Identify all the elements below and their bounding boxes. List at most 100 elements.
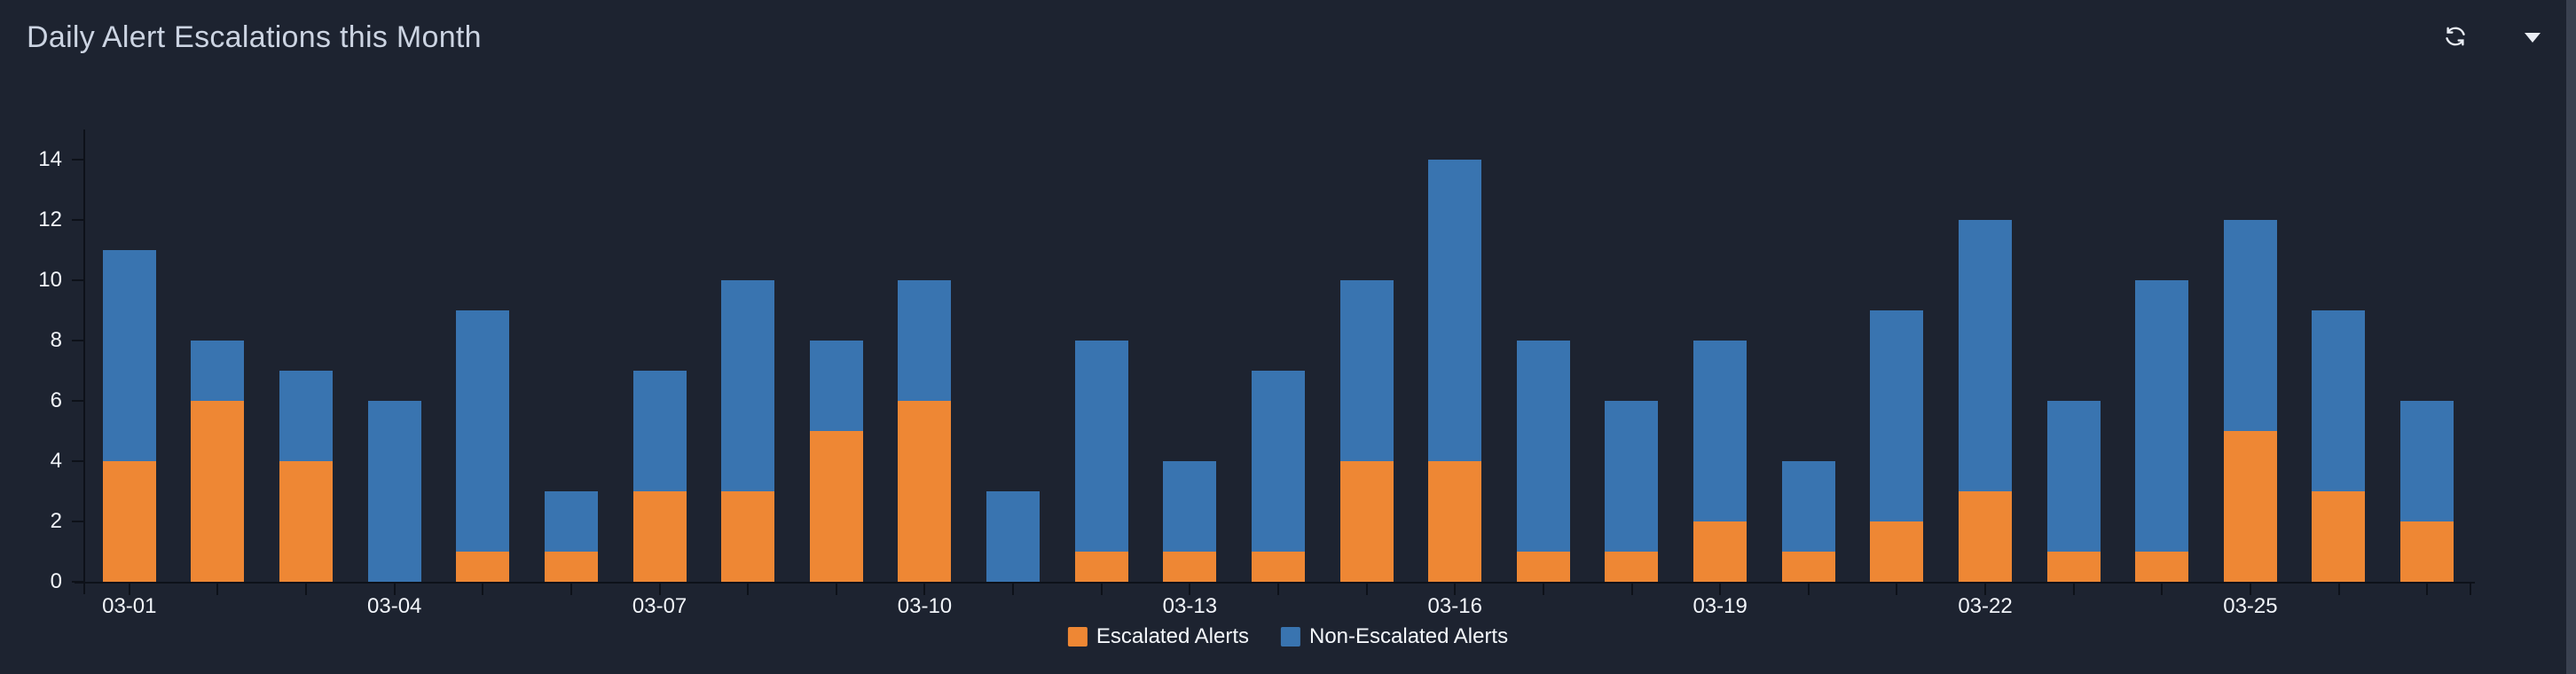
bar-segment-escalated-alerts[interactable] (1781, 552, 1835, 582)
bar-segment-escalated-alerts[interactable] (456, 552, 510, 582)
refresh-button[interactable] (2441, 23, 2470, 51)
bar-segment-non-escalated-alerts[interactable] (721, 280, 775, 491)
bar-segment-escalated-alerts[interactable] (1693, 521, 1747, 582)
stacked-bar-03-10[interactable] (898, 280, 952, 582)
bar-segment-non-escalated-alerts[interactable] (367, 401, 421, 582)
y-axis-tick (72, 340, 83, 341)
bar-segment-escalated-alerts[interactable] (2312, 491, 2366, 582)
bar-slot-03-18 (1588, 129, 1677, 582)
y-axis-tick (72, 460, 83, 462)
bar-segment-escalated-alerts[interactable] (2223, 431, 2277, 582)
bar-segment-non-escalated-alerts[interactable] (544, 491, 598, 552)
bar-segment-escalated-alerts[interactable] (1074, 552, 1128, 582)
y-axis-label: 4 (50, 449, 62, 473)
bar-segment-escalated-alerts[interactable] (2046, 552, 2101, 582)
bar-segment-non-escalated-alerts[interactable] (191, 341, 245, 401)
stacked-bar-03-23[interactable] (2046, 401, 2101, 582)
stacked-bar-03-24[interactable] (2135, 280, 2189, 582)
bar-segment-escalated-alerts[interactable] (1605, 552, 1659, 582)
bar-segment-escalated-alerts[interactable] (544, 552, 598, 582)
stacked-bar-03-02[interactable] (191, 341, 245, 582)
bar-segment-non-escalated-alerts[interactable] (102, 250, 156, 461)
bar-segment-non-escalated-alerts[interactable] (1605, 401, 1659, 552)
scrollbar[interactable] (2566, 0, 2576, 674)
stacked-bar-03-01[interactable] (102, 250, 156, 582)
bar-segment-non-escalated-alerts[interactable] (1693, 341, 1747, 521)
stacked-bar-03-21[interactable] (1870, 310, 1924, 582)
stacked-bar-03-22[interactable] (1958, 220, 2012, 582)
x-axis-tick (216, 584, 219, 595)
bar-segment-escalated-alerts[interactable] (102, 461, 156, 582)
bar-segment-non-escalated-alerts[interactable] (809, 341, 863, 431)
stacked-bar-03-03[interactable] (279, 371, 334, 582)
legend-item-non-escalated-alerts[interactable]: Non-Escalated Alerts (1280, 624, 1508, 649)
bar-segment-non-escalated-alerts[interactable] (2046, 401, 2101, 552)
bar-segment-non-escalated-alerts[interactable] (2135, 280, 2189, 552)
bar-segment-non-escalated-alerts[interactable] (1074, 341, 1128, 552)
bar-segment-escalated-alerts[interactable] (898, 401, 952, 582)
bar-segment-escalated-alerts[interactable] (721, 491, 775, 582)
bar-segment-non-escalated-alerts[interactable] (1958, 220, 2012, 491)
stacked-bar-03-07[interactable] (632, 371, 687, 582)
stacked-bar-03-14[interactable] (1251, 371, 1305, 582)
stacked-bar-03-12[interactable] (1074, 341, 1128, 582)
bar-segment-escalated-alerts[interactable] (1163, 552, 1217, 582)
refresh-icon (2442, 23, 2469, 52)
stacked-bar-03-18[interactable] (1605, 401, 1659, 582)
bar-segment-non-escalated-alerts[interactable] (2312, 310, 2366, 491)
x-axis-tick (2249, 584, 2251, 595)
stacked-bar-03-04[interactable] (367, 401, 421, 582)
bar-segment-non-escalated-alerts[interactable] (1339, 280, 1394, 461)
stacked-bar-03-27[interactable] (2400, 401, 2454, 582)
stacked-bar-03-08[interactable] (721, 280, 775, 582)
bar-segment-escalated-alerts[interactable] (1516, 552, 1570, 582)
bar-segment-non-escalated-alerts[interactable] (2223, 220, 2277, 431)
bar-segment-escalated-alerts[interactable] (1428, 461, 1482, 582)
panel-actions (2441, 23, 2544, 51)
x-axis-tick (747, 584, 750, 595)
bar-segment-escalated-alerts[interactable] (2135, 552, 2189, 582)
stacked-bar-03-25[interactable] (2223, 220, 2277, 582)
bar-segment-non-escalated-alerts[interactable] (898, 280, 952, 401)
x-axis-tick (482, 584, 484, 595)
stacked-bar-03-19[interactable] (1693, 341, 1747, 582)
legend-item-escalated-alerts[interactable]: Escalated Alerts (1067, 624, 1249, 649)
bar-slot-03-13 (1146, 129, 1235, 582)
bar-segment-non-escalated-alerts[interactable] (632, 371, 687, 491)
bar-segment-non-escalated-alerts[interactable] (1163, 461, 1217, 552)
x-axis-tick (2337, 584, 2340, 595)
stacked-bar-03-16[interactable] (1428, 160, 1482, 582)
panel-menu-button[interactable] (2521, 26, 2544, 49)
stacked-bar-03-15[interactable] (1339, 280, 1394, 582)
stacked-bar-03-05[interactable] (456, 310, 510, 582)
bar-segment-escalated-alerts[interactable] (1251, 552, 1305, 582)
stacked-bar-03-06[interactable] (544, 491, 598, 582)
bar-segment-non-escalated-alerts[interactable] (986, 491, 1041, 582)
x-axis-tick (658, 584, 661, 595)
bar-segment-non-escalated-alerts[interactable] (456, 310, 510, 552)
stacked-bar-03-09[interactable] (809, 341, 863, 582)
stacked-bar-03-13[interactable] (1163, 461, 1217, 582)
bar-segment-escalated-alerts[interactable] (1339, 461, 1394, 582)
bar-segment-escalated-alerts[interactable] (2400, 521, 2454, 582)
stacked-bar-03-20[interactable] (1781, 461, 1835, 582)
bar-segment-escalated-alerts[interactable] (632, 491, 687, 582)
bar-segment-non-escalated-alerts[interactable] (1428, 160, 1482, 461)
bar-segment-escalated-alerts[interactable] (1958, 491, 2012, 582)
stacked-bar-03-11[interactable] (986, 491, 1041, 582)
bar-segment-escalated-alerts[interactable] (809, 431, 863, 582)
bar-slot-03-25 (2206, 129, 2295, 582)
bar-slot-03-21 (1853, 129, 1942, 582)
stacked-bar-03-17[interactable] (1516, 341, 1570, 582)
bar-segment-non-escalated-alerts[interactable] (2400, 401, 2454, 521)
bar-segment-non-escalated-alerts[interactable] (1781, 461, 1835, 552)
bar-segment-escalated-alerts[interactable] (1870, 521, 1924, 582)
bar-segment-non-escalated-alerts[interactable] (1516, 341, 1570, 552)
bar-segment-non-escalated-alerts[interactable] (1251, 371, 1305, 552)
bar-segment-non-escalated-alerts[interactable] (279, 371, 334, 461)
bar-segment-escalated-alerts[interactable] (191, 401, 245, 582)
bar-slot-03-12 (1057, 129, 1146, 582)
stacked-bar-03-26[interactable] (2312, 310, 2366, 582)
bar-segment-non-escalated-alerts[interactable] (1870, 310, 1924, 521)
bar-segment-escalated-alerts[interactable] (279, 461, 334, 582)
